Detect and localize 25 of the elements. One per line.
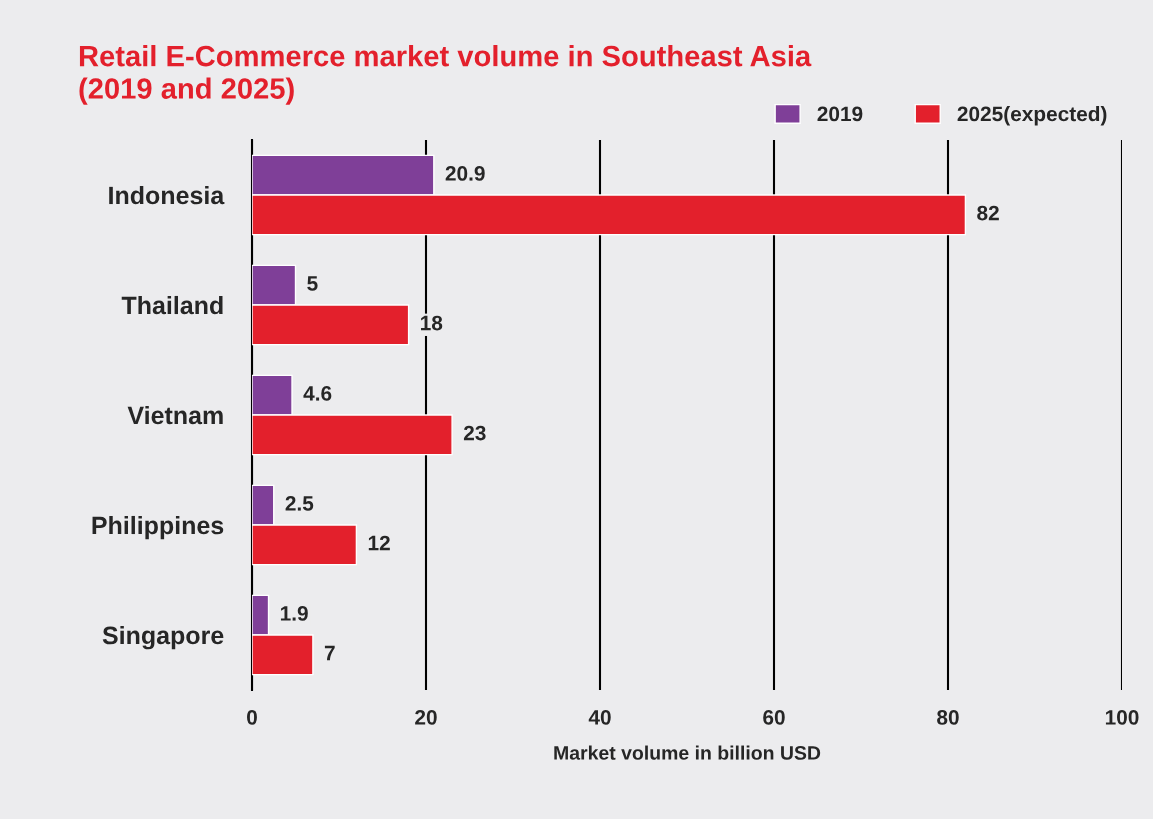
data-label: 4.6 xyxy=(303,386,332,401)
y-tick-label: Vietnam xyxy=(127,405,223,425)
x-tick-label: 80 xyxy=(937,709,959,725)
data-label: 1.9 xyxy=(280,606,308,621)
x-axis-title: Market volume in billion USD xyxy=(554,745,821,760)
x-tick-label: 40 xyxy=(588,709,611,725)
chart-title: Retail E-Commerce market volume in Southeast Asia (2019 and 2025) xyxy=(79,45,812,105)
y-tick-label: Thailand xyxy=(121,295,223,315)
legend-label: 2025(expected) xyxy=(957,106,1107,126)
x-tick-label: 60 xyxy=(763,709,785,725)
y-tick-label: Indonesia xyxy=(109,185,225,205)
x-tick-label: 100 xyxy=(1105,709,1139,725)
data-label: 20.9 xyxy=(445,166,485,181)
x-tick-label: 20 xyxy=(415,709,437,725)
data-label: 7 xyxy=(324,645,335,661)
y-tick-label: Philippines xyxy=(92,515,224,540)
data-label: 5 xyxy=(307,276,318,291)
data-label: 12 xyxy=(368,535,390,551)
x-tick-label: 0 xyxy=(247,709,257,725)
data-label: 18 xyxy=(421,315,443,331)
data-label: 2.5 xyxy=(285,496,314,511)
data-label: 23 xyxy=(463,425,486,441)
y-tick-label: Singapore xyxy=(102,625,224,650)
legend-label: 2019 xyxy=(817,106,863,122)
data-label: 82 xyxy=(977,205,999,221)
